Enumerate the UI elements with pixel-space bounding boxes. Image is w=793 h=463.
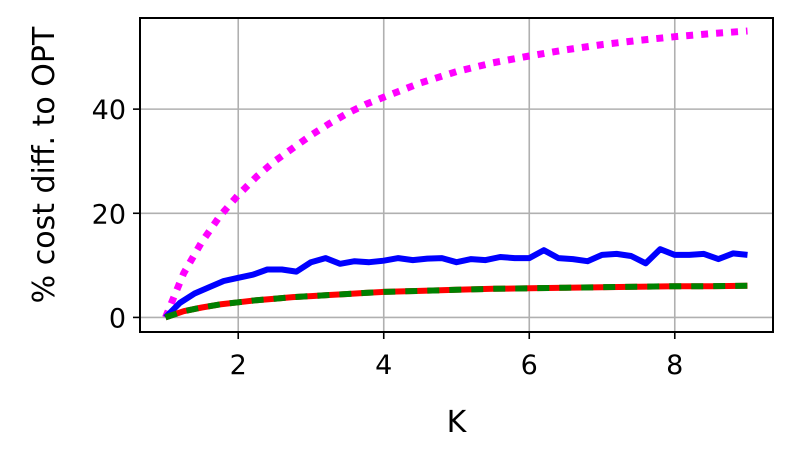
series-lines <box>162 27 748 321</box>
series-line-2 <box>163 246 748 320</box>
x-axis-label: K <box>447 405 468 440</box>
x-tick-label-2: 2 <box>230 350 247 381</box>
series-line-4 <box>164 282 748 321</box>
y-axis-label: % cost diff. to OPT <box>27 26 62 303</box>
x-tick-label-4: 4 <box>375 350 392 381</box>
x-tick-label-8: 8 <box>666 350 683 381</box>
y-tick-label-40: 40 <box>92 95 126 126</box>
series-line-1 <box>162 27 748 319</box>
axis-ticks: 2 4 6 8 0 20 40 <box>92 95 684 381</box>
y-tick-label-20: 20 <box>92 199 126 230</box>
plot-frame <box>139 17 774 333</box>
grid-lines <box>140 18 773 332</box>
y-tick-label-0: 0 <box>109 303 126 334</box>
x-tick-label-6: 6 <box>521 350 538 381</box>
